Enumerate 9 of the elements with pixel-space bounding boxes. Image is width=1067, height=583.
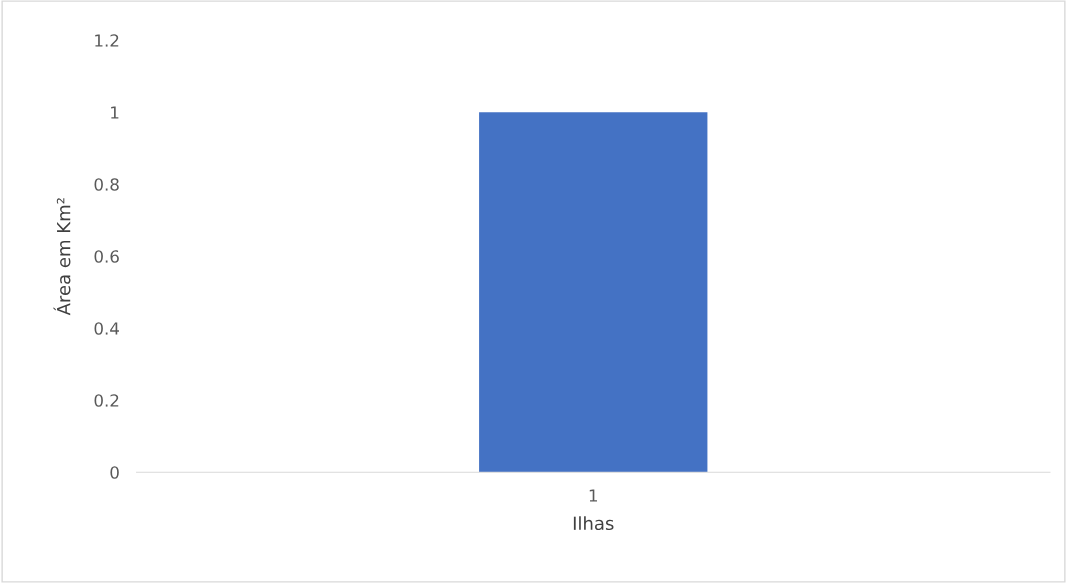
y-tick-label: 0.6 [94, 250, 119, 263]
y-tick-label: 0.2 [94, 394, 119, 407]
y-tick-label: 0 [110, 466, 119, 479]
y-axis-title: Área em Km² [53, 198, 71, 316]
y-tick-label: 0.4 [94, 322, 119, 335]
x-axis-title: Ilhas [573, 516, 614, 531]
y-tick-label: 1 [111, 106, 119, 119]
y-tick-label: 0.8 [94, 178, 119, 191]
y-tick-label: 1.2 [95, 34, 119, 47]
